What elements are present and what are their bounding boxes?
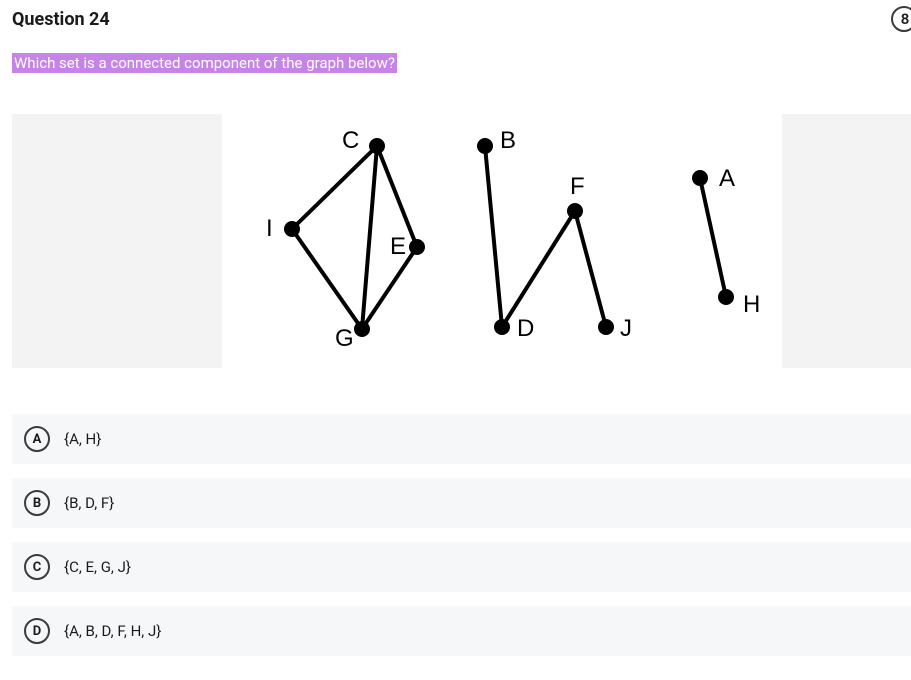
graph-node-label: C <box>342 127 359 154</box>
graph-edge <box>362 146 377 329</box>
graph-node <box>692 170 708 186</box>
answer-list: A {A, H} B {B, D, F} C {C, E, G, J} D {A… <box>12 414 911 656</box>
graph-node <box>494 319 510 335</box>
question-text: Which set is a connected component of th… <box>12 53 397 73</box>
graph-node-label: H <box>743 291 760 318</box>
graph-edge <box>575 211 606 327</box>
graph-node <box>477 138 493 154</box>
graph-node <box>284 221 300 237</box>
question-text-wrap: Which set is a connected component of th… <box>12 54 911 72</box>
answer-letter: C <box>24 554 50 580</box>
question-header: Question 24 8 <box>12 6 911 32</box>
graph-node <box>598 319 614 335</box>
answer-letter: D <box>24 618 50 644</box>
graph-node <box>409 239 425 255</box>
graph-edge <box>377 146 417 247</box>
graph-node <box>718 289 734 305</box>
question-page: Question 24 8 Which set is a connected c… <box>0 0 911 674</box>
points-value: 8 <box>901 10 910 28</box>
answer-text: {A, H} <box>64 430 101 448</box>
answer-letter: A <box>24 426 50 452</box>
graph-node-label: F <box>570 173 585 200</box>
graph-node-label: G <box>335 325 354 352</box>
graph-node <box>354 321 370 337</box>
answer-option-d[interactable]: D {A, B, D, F, H, J} <box>12 606 911 656</box>
points-badge: 8 <box>891 6 911 32</box>
graph-node-label: I <box>266 215 273 242</box>
answer-option-a[interactable]: A {A, H} <box>12 414 911 464</box>
graph-edge <box>502 211 575 327</box>
graph-edge <box>292 146 377 229</box>
answer-option-b[interactable]: B {B, D, F} <box>12 478 911 528</box>
graph-node-label: B <box>500 127 516 154</box>
answer-option-c[interactable]: C {C, E, G, J} <box>12 542 911 592</box>
graph-edge <box>292 229 362 329</box>
answer-text: {B, D, F} <box>64 494 114 512</box>
graph-edge <box>700 178 726 297</box>
graph-node-label: E <box>390 233 406 260</box>
answer-letter: B <box>24 490 50 516</box>
answer-text: {C, E, G, J} <box>64 558 131 576</box>
question-number: Question 24 <box>12 9 110 30</box>
graph-node <box>567 203 583 219</box>
graph-node-label: J <box>620 315 632 342</box>
graph-node-label: D <box>517 315 534 342</box>
graph-edge <box>485 146 502 327</box>
figure-area: I C E G B D F J A H <box>12 114 911 368</box>
graph-node-label: A <box>719 165 735 192</box>
answer-text: {A, B, D, F, H, J} <box>64 622 161 640</box>
graph-node <box>369 138 385 154</box>
graph-figure: I C E G B D F J A H <box>222 114 782 368</box>
graph-svg: I C E G B D F J A H <box>222 114 782 368</box>
